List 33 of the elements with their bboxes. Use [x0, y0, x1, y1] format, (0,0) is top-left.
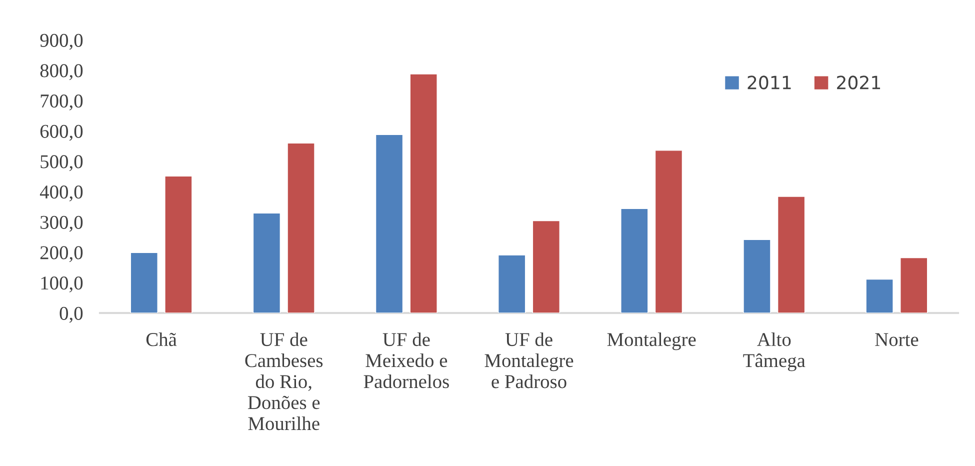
y-tick-label: 0,0 [60, 306, 83, 323]
bar [654, 150, 683, 313]
x-tick-label: Norte [875, 333, 918, 346]
bar [410, 74, 438, 313]
y-tick-label: 900,0 [40, 34, 83, 50]
y-tick-label: 100,0 [41, 276, 83, 292]
bar [252, 212, 281, 313]
bar [866, 278, 894, 313]
y-tick-label: 600,0 [40, 124, 83, 141]
y-tick-label: 700,0 [40, 94, 83, 110]
x-tick-label: UF de Meixedo e Padornelos [364, 332, 449, 388]
bar [900, 257, 928, 313]
x-tick-label: Montalegre [607, 332, 696, 350]
y-tick-label: 400,0 [40, 185, 83, 202]
x-tick-label: UF de Cambeses do Rio, Donões e Mourilhe [245, 332, 323, 430]
bar [532, 220, 560, 313]
bar [287, 142, 315, 313]
legend-label: 2011 [748, 76, 791, 90]
y-tick-label: 300,0 [40, 216, 83, 232]
bar [777, 196, 806, 313]
y-tick-label: 500,0 [40, 155, 83, 172]
bar [498, 254, 526, 313]
x-tick-label: Alto Tâmega [743, 332, 806, 372]
y-tick-label: 200,0 [40, 246, 83, 262]
bar [130, 252, 158, 313]
bar [375, 134, 404, 313]
bar [164, 176, 192, 313]
y-tick-label: 800,0 [40, 64, 83, 80]
x-tick-label: Chã [146, 332, 177, 346]
legend-label: 2021 [837, 76, 880, 90]
bar [620, 208, 648, 313]
bar [743, 239, 771, 313]
x-tick-label: UF de Montalegre e Padroso [484, 332, 574, 388]
